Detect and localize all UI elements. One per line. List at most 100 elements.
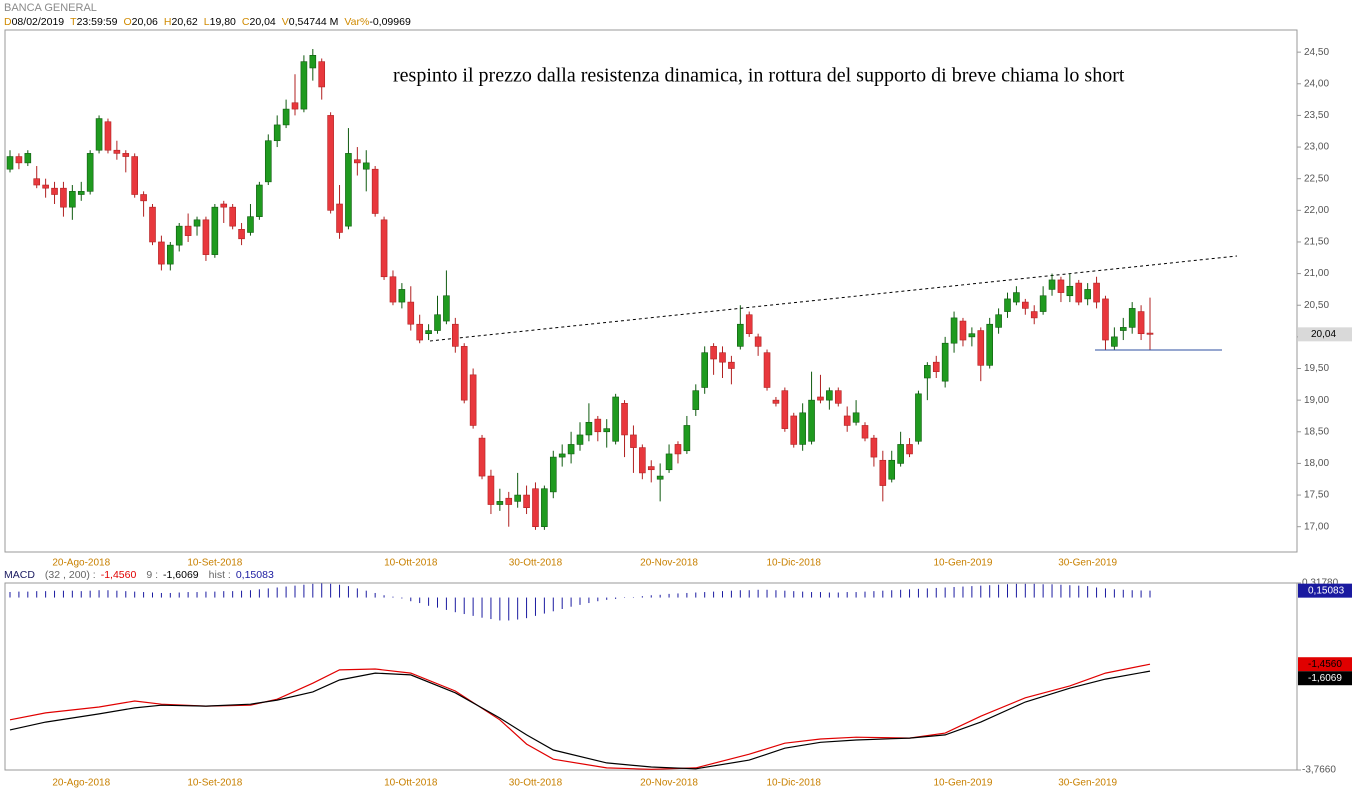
candle-body bbox=[701, 352, 708, 388]
header-value: 20,04 bbox=[250, 16, 276, 28]
candle-body bbox=[443, 295, 450, 322]
candle-body bbox=[692, 390, 700, 410]
candle-body bbox=[416, 323, 423, 341]
candle-body bbox=[1004, 298, 1011, 312]
candle-body bbox=[122, 153, 130, 157]
candle-body bbox=[710, 346, 717, 360]
candle-body bbox=[915, 393, 922, 442]
candle-body bbox=[1146, 332, 1154, 335]
x-tick-label: 30-Gen-2019 bbox=[1058, 778, 1117, 789]
value-box-label: 0,15083 bbox=[1308, 585, 1345, 596]
candle-body bbox=[229, 206, 236, 227]
y-tick-label: 19,00 bbox=[1304, 395, 1329, 406]
candle-body bbox=[1039, 295, 1047, 312]
candle-body bbox=[834, 390, 842, 404]
y-tick-label: 23,00 bbox=[1304, 142, 1329, 153]
last-price-box bbox=[1298, 327, 1352, 342]
candle-body bbox=[968, 333, 976, 338]
header-key: H bbox=[164, 16, 172, 28]
candle-body bbox=[1128, 308, 1136, 328]
candle-body bbox=[790, 415, 798, 445]
annotation: respinto il prezzo dalla resistenza dina… bbox=[393, 65, 1125, 87]
legend-value: -1,4560 bbox=[101, 569, 137, 581]
candle-body bbox=[870, 437, 878, 458]
macd-y-tick-label: -3,7660 bbox=[1302, 765, 1336, 776]
candle-body bbox=[674, 444, 682, 455]
candle-body bbox=[354, 159, 361, 164]
candle-body bbox=[665, 453, 673, 471]
x-tick-label: 10-Ott-2018 bbox=[384, 558, 438, 569]
y-tick-label: 17,00 bbox=[1304, 521, 1329, 532]
y-tick-label: 21,50 bbox=[1304, 237, 1329, 248]
candle-body bbox=[888, 459, 896, 480]
candle-body bbox=[1093, 282, 1100, 303]
macd-y-tick-label: 0,31780 bbox=[1302, 578, 1339, 589]
candle-body bbox=[541, 488, 548, 527]
candle-body bbox=[1048, 279, 1056, 290]
header-key: C bbox=[242, 16, 250, 28]
y-tick-label: 21,00 bbox=[1304, 268, 1329, 279]
candle-body bbox=[345, 153, 352, 227]
candle-body bbox=[799, 412, 806, 445]
legend-name: 9 : bbox=[146, 569, 158, 581]
candle-body bbox=[683, 425, 691, 452]
candle-body bbox=[15, 156, 23, 164]
legend-name: MACD bbox=[4, 569, 35, 581]
legend-value: -1,6069 bbox=[163, 569, 199, 581]
candle-body bbox=[184, 225, 192, 236]
x-tick-label: 30-Gen-2019 bbox=[1058, 558, 1117, 569]
candle-body bbox=[300, 61, 308, 110]
candle-body bbox=[77, 191, 85, 195]
candle-body bbox=[897, 444, 904, 464]
candle-body bbox=[728, 361, 735, 369]
x-tick-label: 30-Ott-2018 bbox=[509, 778, 563, 789]
candle-body bbox=[1066, 285, 1074, 297]
candle-body bbox=[33, 178, 41, 186]
candle-body bbox=[407, 301, 415, 325]
candle-body bbox=[558, 453, 566, 458]
candle-body bbox=[282, 108, 290, 126]
header-value: 20,06 bbox=[132, 16, 158, 28]
candle-body bbox=[69, 191, 76, 208]
candle-body bbox=[977, 330, 985, 366]
legend-name: hist : bbox=[209, 569, 231, 581]
candle-body bbox=[576, 434, 584, 445]
candle-body bbox=[398, 289, 406, 303]
candle-body bbox=[1102, 298, 1109, 341]
y-tick-label: 24,00 bbox=[1304, 78, 1329, 89]
candle-body bbox=[594, 418, 602, 433]
candle-body bbox=[924, 365, 931, 379]
value-box bbox=[1298, 671, 1352, 686]
x-tick-label: 20-Ago-2018 bbox=[52, 778, 110, 789]
price-frame bbox=[4, 29, 1298, 553]
candle-body bbox=[425, 330, 432, 335]
candle-body bbox=[131, 156, 138, 195]
candle-body bbox=[656, 475, 664, 480]
candle-body bbox=[158, 241, 165, 265]
legend-value: 0,15083 bbox=[236, 569, 274, 581]
candle-body bbox=[523, 494, 530, 509]
candle-body bbox=[256, 184, 263, 217]
candle-body bbox=[264, 140, 272, 183]
y-tick-label: 17,50 bbox=[1304, 490, 1329, 501]
candle-body bbox=[238, 229, 245, 240]
candle-body bbox=[941, 342, 949, 382]
header-value: 19,80 bbox=[210, 16, 236, 28]
candle-body bbox=[612, 396, 619, 442]
y-tick-label: 23,50 bbox=[1304, 110, 1329, 121]
macd-legend: MACD (32 , 200) : -1,4560 9 : -1,6069 hist : 0… bbox=[4, 569, 274, 581]
candle-body bbox=[1057, 279, 1065, 293]
header-value: 0,54744 M bbox=[289, 16, 339, 28]
candle-body bbox=[647, 466, 655, 471]
y-tick-label: 22,50 bbox=[1304, 173, 1329, 184]
candle-body bbox=[434, 314, 441, 331]
candle-body bbox=[1075, 282, 1083, 303]
candle-body bbox=[621, 403, 628, 436]
candle-body bbox=[140, 194, 147, 202]
candle-body bbox=[514, 494, 521, 502]
candle-body bbox=[193, 219, 201, 227]
x-tick-label: 10-Dic-2018 bbox=[767, 558, 822, 569]
candle-body bbox=[60, 187, 67, 208]
